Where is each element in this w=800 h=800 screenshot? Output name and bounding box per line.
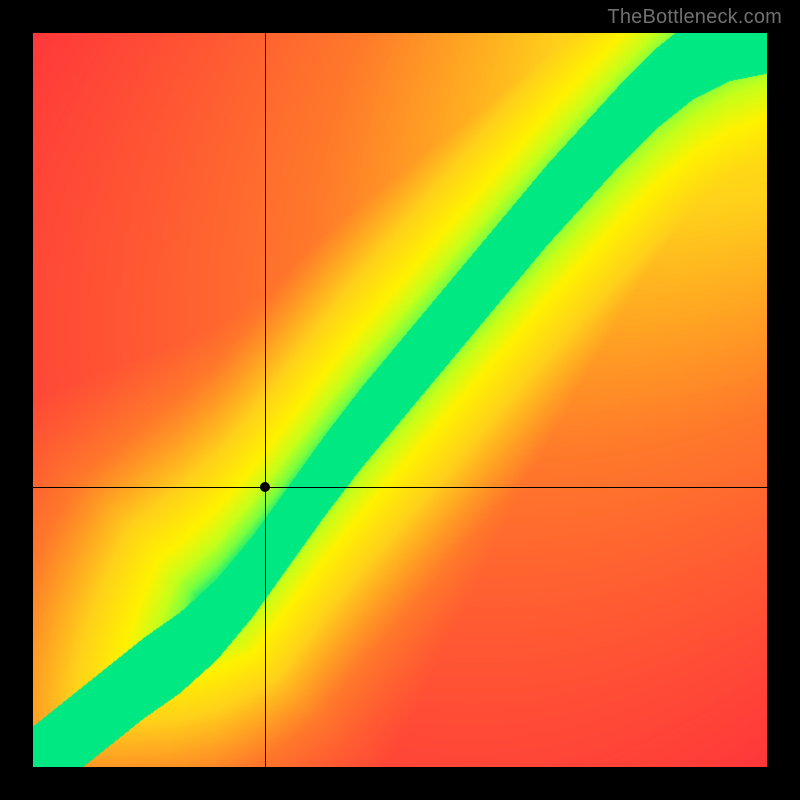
- heatmap-canvas: [33, 33, 767, 767]
- data-point-marker: [260, 482, 270, 492]
- crosshair-horizontal: [33, 487, 767, 488]
- heatmap-plot: [33, 33, 767, 767]
- crosshair-vertical: [265, 33, 266, 767]
- watermark-text: TheBottleneck.com: [607, 6, 782, 29]
- chart-container: TheBottleneck.com: [0, 0, 800, 800]
